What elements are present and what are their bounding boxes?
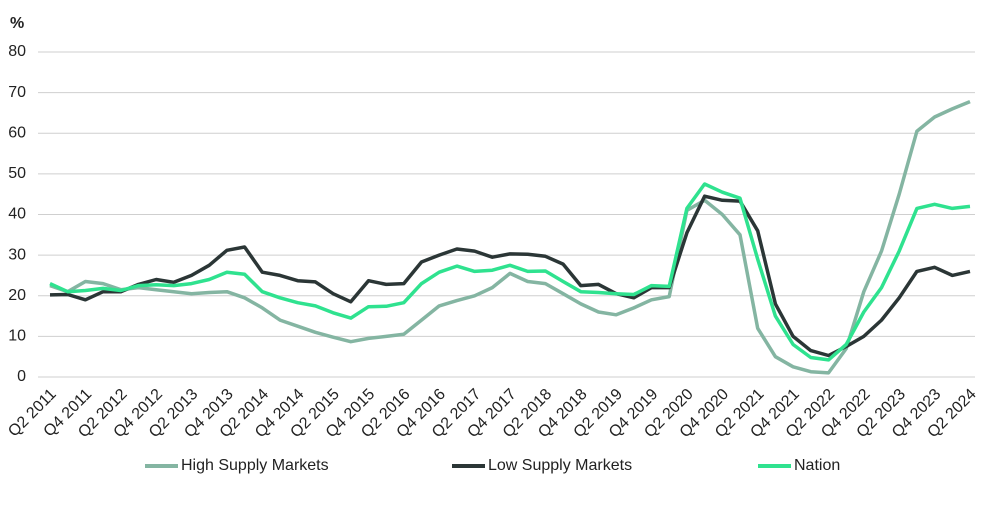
y-tick-label: 0 (17, 368, 26, 385)
legend-label: Low Supply Markets (488, 457, 632, 474)
y-tick-label: 40 (8, 206, 26, 223)
legend-label: Nation (794, 457, 840, 474)
y-tick-label: 60 (8, 124, 26, 141)
y-tick-label: 10 (8, 328, 26, 345)
series-line (49, 194, 971, 358)
y-tick-label: 50 (8, 165, 26, 182)
series-line (49, 99, 971, 375)
y-tick-label: 20 (8, 287, 26, 304)
y-tick-label: 70 (8, 84, 26, 101)
y-axis-label: % (10, 15, 24, 32)
legend-label: High Supply Markets (181, 457, 329, 474)
y-tick-label: 30 (8, 246, 26, 263)
y-tick-label: 80 (8, 43, 26, 60)
series-line (49, 182, 971, 362)
